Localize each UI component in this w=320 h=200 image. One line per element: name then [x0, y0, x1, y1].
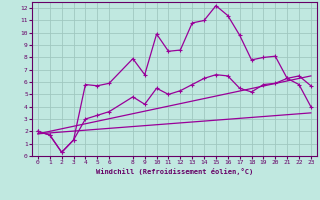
- X-axis label: Windchill (Refroidissement éolien,°C): Windchill (Refroidissement éolien,°C): [96, 168, 253, 175]
